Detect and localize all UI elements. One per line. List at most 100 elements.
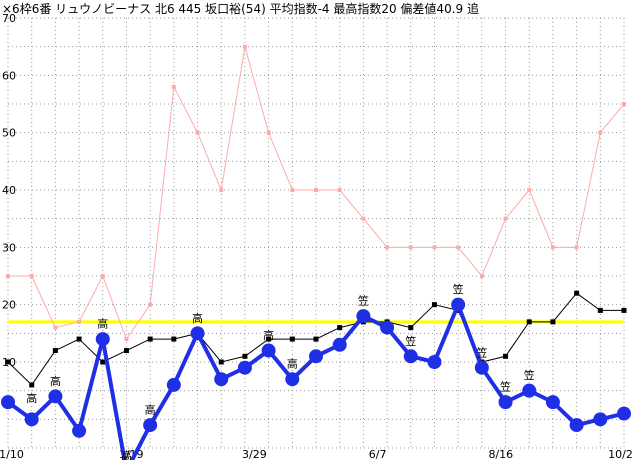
point-black <box>242 353 248 359</box>
series-layer <box>1 44 631 460</box>
point-pink <box>408 245 413 250</box>
x-tick-label: 3/29 <box>242 448 267 460</box>
point-pink <box>171 84 176 89</box>
point-black <box>550 319 556 325</box>
point-main <box>190 326 205 341</box>
y-tick-label: 60 <box>2 69 16 82</box>
point-black <box>503 353 509 359</box>
point-pink <box>6 274 10 278</box>
annotation-label: 笠 <box>453 282 464 296</box>
point-pink <box>503 216 508 221</box>
point-main <box>332 337 347 352</box>
point-main <box>451 297 466 312</box>
chart-title: ×6枠6番 リュウノビーナス 北6 445 坂口裕(54) 平均指数-4 最高指… <box>2 1 479 16</box>
point-pink <box>148 302 153 307</box>
point-pink <box>574 245 579 250</box>
point-main <box>237 360 252 375</box>
annotation-label: 高 <box>121 448 132 460</box>
point-black <box>29 382 35 388</box>
y-axis: 70605040302010 <box>2 12 16 369</box>
x-tick-label: 11/10 <box>0 448 24 460</box>
annotation-label: 笠 <box>500 380 511 394</box>
point-black <box>171 336 177 342</box>
point-pink <box>550 245 555 250</box>
point-pink <box>432 245 437 250</box>
annotation-label: 高 <box>287 357 298 371</box>
point-main <box>24 412 39 427</box>
point-black <box>218 359 224 365</box>
point-black <box>431 302 437 308</box>
annotation-label: 高 <box>97 317 108 331</box>
annotation-label: 高 <box>145 403 156 417</box>
annotation-label: 笠 <box>405 334 416 348</box>
point-black <box>100 359 106 365</box>
point-main <box>403 349 418 364</box>
point-main <box>143 418 158 433</box>
point-black <box>147 336 153 342</box>
point-main <box>95 332 110 347</box>
point-black <box>313 336 319 342</box>
point-pink <box>337 188 342 192</box>
point-main <box>214 372 229 387</box>
point-main <box>356 309 371 324</box>
point-main <box>261 343 276 358</box>
point-pink <box>100 274 105 278</box>
point-pink <box>29 274 34 278</box>
annotation-label: 高 <box>263 328 274 342</box>
point-black <box>621 307 627 313</box>
point-black <box>574 290 580 296</box>
point-pink <box>456 245 461 250</box>
point-pink <box>290 188 295 192</box>
point-black <box>52 348 58 354</box>
y-tick-label: 30 <box>2 241 16 254</box>
point-pink <box>527 188 532 192</box>
point-main <box>72 423 87 438</box>
point-main <box>545 395 560 410</box>
point-black <box>123 348 129 354</box>
point-black <box>597 307 603 313</box>
y-tick-label: 40 <box>2 184 16 197</box>
point-black <box>526 319 532 325</box>
annotation-label: 高 <box>26 391 37 405</box>
point-black <box>76 336 82 342</box>
point-pink <box>361 216 366 221</box>
point-main <box>569 418 584 433</box>
annotation-label: 高 <box>50 374 61 388</box>
point-pink <box>314 188 318 192</box>
grid <box>7 17 625 449</box>
point-main <box>498 395 513 410</box>
y-tick-label: 70 <box>2 12 16 25</box>
point-black <box>266 336 272 342</box>
x-tick-label: 10/25 <box>608 448 632 460</box>
point-pink <box>622 102 626 106</box>
point-pink <box>195 130 200 135</box>
point-main <box>166 377 181 392</box>
point-pink <box>77 319 82 324</box>
annotation-label: 笠 <box>358 294 369 308</box>
point-pink <box>266 130 271 135</box>
annotation-label: 笠 <box>524 368 535 382</box>
point-black <box>289 336 295 342</box>
point-pink <box>124 337 129 342</box>
point-pink <box>385 245 390 250</box>
point-main <box>593 412 608 427</box>
point-main <box>474 360 489 375</box>
annotation-label: 高 <box>192 311 203 325</box>
x-tick-label: 6/7 <box>369 448 387 460</box>
point-black <box>5 359 11 365</box>
y-tick-label: 50 <box>2 127 16 140</box>
x-tick-label: 8/16 <box>488 448 513 460</box>
point-pink <box>242 44 247 49</box>
point-black <box>337 325 343 331</box>
point-pink <box>479 274 484 278</box>
y-tick-label: 20 <box>2 299 16 312</box>
point-main <box>380 320 395 335</box>
point-black <box>408 325 414 331</box>
point-main <box>1 395 15 410</box>
point-main <box>617 406 631 421</box>
point-pink <box>53 325 58 330</box>
point-main <box>427 355 442 369</box>
